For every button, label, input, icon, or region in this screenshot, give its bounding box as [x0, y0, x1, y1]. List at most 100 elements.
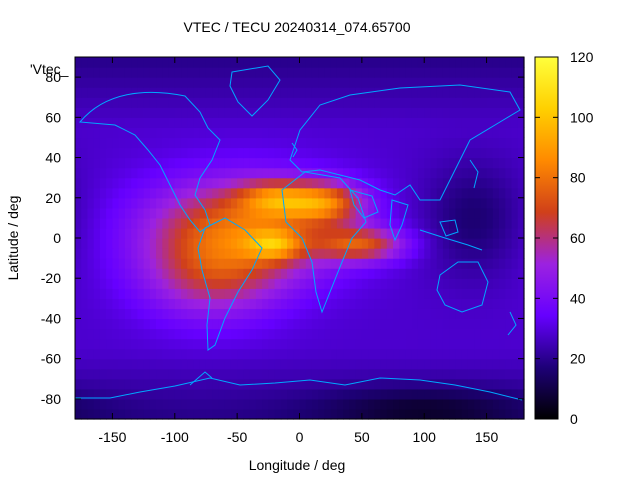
heatmap-cell — [137, 348, 145, 360]
heatmap-cell — [156, 107, 163, 118]
heatmap-cell — [393, 378, 400, 390]
heatmap-cell — [492, 368, 500, 380]
heatmap-cell — [143, 107, 151, 118]
heatmap-cell — [280, 197, 288, 209]
heatmap-cell — [124, 398, 132, 410]
heatmap-cell — [93, 97, 101, 108]
heatmap-cell — [280, 268, 288, 279]
heatmap-cell — [87, 57, 95, 68]
heatmap-cell — [255, 388, 263, 400]
heatmap-cell — [118, 388, 126, 400]
heatmap-cell — [199, 57, 207, 68]
heatmap-cell — [380, 308, 388, 320]
heatmap-cell — [162, 388, 170, 400]
heatmap-cell — [193, 227, 201, 239]
heatmap-cell — [505, 398, 513, 410]
heatmap-cell — [137, 248, 145, 259]
heatmap-cell — [318, 318, 326, 330]
heatmap-cell — [268, 258, 276, 269]
heatmap-cell — [399, 268, 407, 279]
heatmap-cell — [480, 238, 488, 249]
heatmap-cell — [517, 378, 525, 390]
heatmap-cell — [106, 117, 114, 128]
heatmap-cell — [262, 398, 269, 410]
heatmap-cell — [99, 348, 107, 360]
heatmap-cell — [436, 77, 444, 88]
heatmap-cell — [492, 378, 500, 390]
heatmap-cell — [318, 408, 326, 420]
heatmap-cell — [156, 388, 163, 400]
heatmap-cell — [106, 288, 114, 299]
x-axis-label: Longitude / deg — [249, 457, 346, 473]
heatmap-cell — [162, 177, 170, 189]
heatmap-cell — [330, 338, 338, 350]
heatmap-cell — [299, 288, 307, 299]
heatmap-cell — [417, 157, 425, 169]
heatmap-cell — [368, 157, 375, 169]
heatmap-cell — [424, 318, 432, 330]
heatmap-cell — [355, 248, 363, 259]
heatmap-cell — [287, 278, 294, 289]
heatmap-cell — [455, 238, 463, 249]
heatmap-cell — [336, 348, 344, 360]
heatmap-cell — [99, 77, 107, 88]
heatmap-cell — [405, 288, 413, 299]
heatmap-cell — [237, 358, 244, 370]
heatmap-cell — [361, 127, 369, 139]
heatmap-cell — [230, 227, 238, 239]
heatmap-cell — [386, 308, 394, 320]
heatmap-cell — [399, 278, 407, 289]
heatmap-cell — [205, 388, 213, 400]
heatmap-cell — [106, 97, 114, 108]
heatmap-cell — [112, 268, 120, 279]
heatmap-cell — [99, 398, 107, 410]
heatmap-cell — [305, 107, 313, 118]
heatmap-cell — [511, 278, 519, 289]
heatmap-cell — [499, 77, 506, 88]
heatmap-cell — [430, 278, 438, 289]
heatmap-cell — [361, 57, 369, 68]
heatmap-cell — [467, 147, 475, 159]
heatmap-cell — [268, 288, 276, 299]
heatmap-cell — [118, 217, 126, 229]
heatmap-cell — [205, 328, 213, 340]
heatmap-cell — [249, 388, 257, 400]
heatmap-cell — [461, 258, 469, 269]
heatmap-cell — [230, 278, 238, 289]
heatmap-cell — [380, 248, 388, 259]
heatmap-cell — [287, 378, 294, 390]
heatmap-cell — [249, 127, 257, 139]
heatmap-cell — [430, 408, 438, 420]
heatmap-cell — [174, 348, 182, 360]
heatmap-cell — [187, 328, 195, 340]
heatmap-cell — [162, 318, 170, 330]
heatmap-cell — [330, 408, 338, 420]
heatmap-cell — [112, 308, 120, 320]
y-tick-label: 80 — [45, 69, 61, 85]
heatmap-cell — [280, 408, 288, 420]
heatmap-cell — [380, 258, 388, 269]
heatmap-cell — [311, 197, 319, 209]
heatmap-cell — [168, 147, 176, 159]
heatmap-cell — [330, 258, 338, 269]
heatmap-cell — [124, 117, 132, 128]
heatmap-cell — [81, 408, 89, 420]
heatmap-cell — [255, 177, 263, 189]
y-tick-label: 60 — [45, 109, 61, 125]
heatmap-cell — [149, 187, 157, 199]
heatmap-cell — [118, 77, 126, 88]
heatmap-cell — [368, 308, 375, 320]
heatmap-cell — [112, 117, 120, 128]
heatmap-cell — [517, 348, 525, 360]
heatmap-cell — [305, 408, 313, 420]
heatmap-cell — [112, 177, 120, 189]
heatmap-cell — [112, 157, 120, 169]
heatmap-cell — [449, 227, 457, 239]
heatmap-cell — [361, 248, 369, 259]
heatmap-cell — [405, 207, 413, 219]
heatmap-cell — [149, 97, 157, 108]
heatmap-cell — [199, 238, 207, 249]
heatmap-cell — [311, 328, 319, 340]
heatmap-cell — [249, 87, 257, 98]
heatmap-cell — [262, 288, 269, 299]
